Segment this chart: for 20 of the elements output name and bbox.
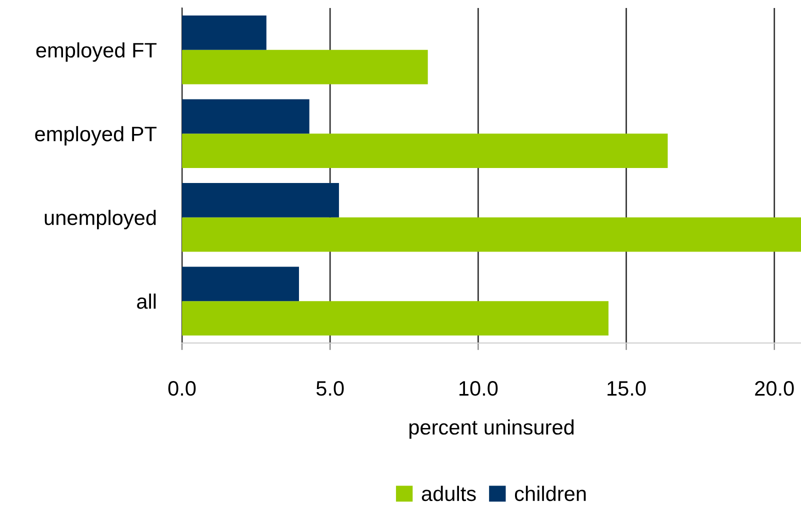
bar	[182, 50, 428, 84]
legend-label: children	[514, 486, 586, 502]
bar	[182, 99, 310, 134]
x-tick-label: 0.0	[168, 381, 196, 396]
y-tick-label: employed PT	[35, 126, 157, 146]
bar	[182, 183, 339, 218]
bar	[182, 301, 608, 336]
bar	[182, 266, 299, 302]
x-axis-title: percent uninsured	[409, 419, 574, 439]
bar	[182, 217, 801, 252]
bar	[182, 134, 668, 168]
y-tick-label: employed FT	[36, 42, 157, 62]
x-tick-label: 10.0	[459, 381, 498, 396]
bar	[182, 16, 266, 50]
x-tick-label: 20.0	[755, 381, 794, 396]
x-tick-label: 5.0	[316, 381, 344, 396]
legend-label: adults	[422, 486, 476, 502]
y-tick-label: all	[137, 294, 156, 309]
x-tick-label: 15.0	[608, 381, 646, 396]
y-tick-label: unemployed	[44, 210, 156, 230]
